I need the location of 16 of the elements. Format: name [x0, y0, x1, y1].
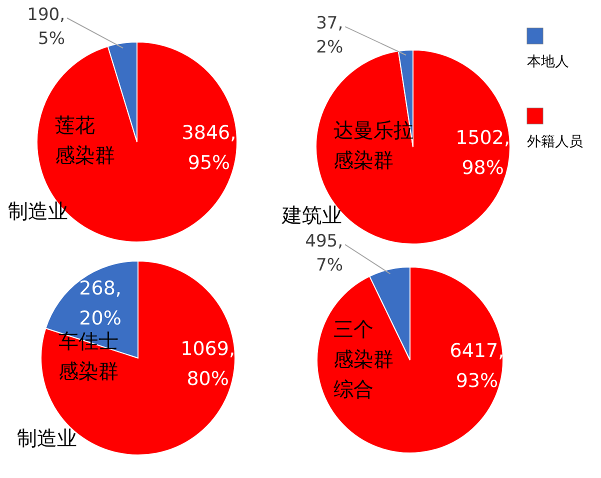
data-label: 6417, 93% [450, 340, 504, 392]
text: 制造业 [8, 199, 68, 223]
text: 建筑业 [281, 203, 342, 227]
data-label: 268, 20% [79, 277, 122, 330]
legend-label: 外籍人员 [527, 134, 583, 150]
title: 三个感染群综合 [334, 317, 394, 401]
title: 莲花感染群 [55, 113, 115, 167]
data-label: 1069, 80% [180, 338, 236, 390]
data-label: 495, 7% [305, 232, 344, 276]
data-label: 190, 5% [27, 5, 65, 49]
text: 制造业 [17, 426, 77, 450]
data-label: 37, 2% [316, 14, 344, 58]
legend-label: 本地人 [527, 54, 569, 70]
data-label: 1502, 98% [456, 127, 510, 179]
data-label: 3846, 95% [182, 122, 236, 174]
title: 车佳士感染群 [58, 329, 118, 383]
